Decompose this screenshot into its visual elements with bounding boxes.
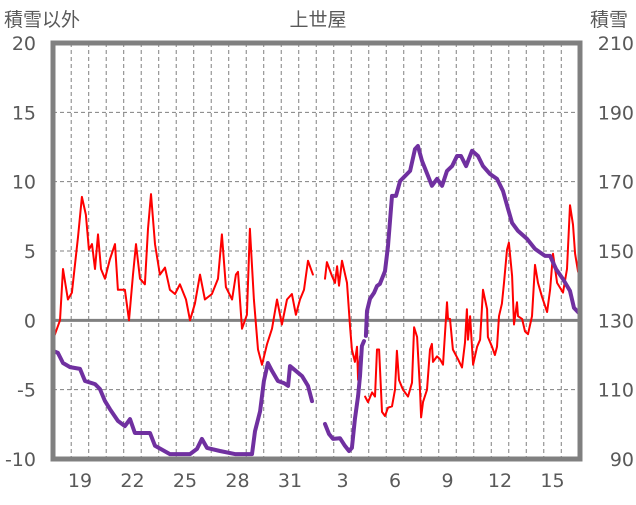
x-tick-label: 15 [540,470,564,492]
x-tick-label: 22 [120,470,144,492]
left-tick-label: 0 [24,310,36,332]
right-axis-title: 積雪 [590,9,628,31]
plot-border [50,40,583,462]
left-tick-label: 20 [12,33,36,55]
x-tick-label: 12 [488,470,512,492]
right-tick-label: 150 [598,241,634,263]
plot-frame [50,40,583,462]
axis-labels: 積雪以外 上世屋 積雪 20 15 10 5 0 -5 -10 210 190 170 150 130… [4,9,634,492]
x-tick-label: 6 [389,470,401,492]
snow-depth-line [323,339,366,453]
left-tick-label: -5 [17,380,36,402]
left-tick-label: 5 [24,241,36,263]
left-tick-label: 10 [12,172,36,194]
right-tick-label: 210 [598,33,634,55]
x-tick-label: 3 [336,470,348,492]
right-tick-label: 110 [598,380,634,402]
right-tick-label: 170 [598,172,634,194]
left-tick-label: -10 [5,449,36,471]
left-axis-title: 積雪以外 [4,9,80,31]
series-layer [51,144,582,457]
snow-depth-line [363,144,582,338]
left-tick-label: 15 [12,102,36,124]
x-tick-label: 31 [278,470,302,492]
temperature-line [52,193,314,366]
x-tick-label: 19 [68,470,92,492]
chart-title: 上世屋 [289,9,346,31]
right-tick-label: 130 [598,310,634,332]
right-tick-label: 90 [610,449,634,471]
x-tick-label: 9 [441,470,453,492]
snow-depth-line [51,348,314,457]
temperature-line [324,259,361,381]
x-tick-label: 25 [173,470,197,492]
temperature-line [364,204,580,419]
right-tick-label: 190 [598,102,634,124]
grid [53,43,580,459]
x-tick-label: 28 [225,470,249,492]
